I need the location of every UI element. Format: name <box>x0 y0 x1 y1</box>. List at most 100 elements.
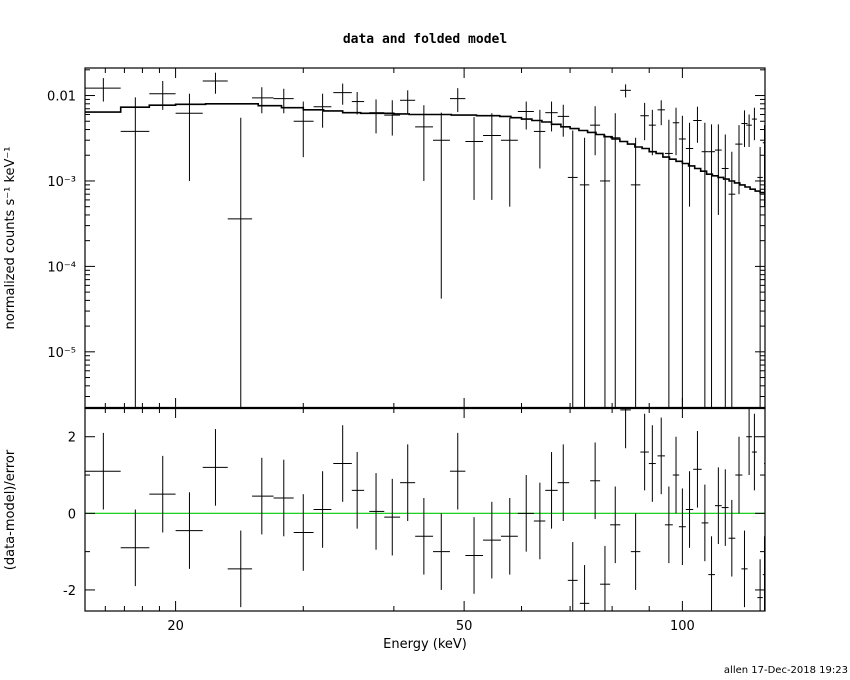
data-point <box>678 488 686 566</box>
y-tick-label: 10⁻⁵ <box>47 346 76 361</box>
data-point <box>685 471 694 548</box>
data-point <box>735 436 743 514</box>
data-point <box>672 436 680 514</box>
data-point <box>757 559 763 611</box>
data-point <box>751 413 757 491</box>
data-point <box>685 122 694 207</box>
spectrum-data-points <box>85 72 766 408</box>
residual-y-label: (data-model)/error <box>3 449 18 570</box>
residual-y-ticks: 2 0 -2 <box>63 431 765 599</box>
data-point <box>714 467 722 544</box>
data-point <box>333 425 352 502</box>
x-tick-label: 20 <box>167 619 184 634</box>
data-point <box>735 125 743 195</box>
y-tick-label: 0.01 <box>47 90 76 105</box>
data-point <box>85 78 121 102</box>
data-point <box>120 509 150 587</box>
data-point <box>708 536 715 611</box>
y-tick-label: 2 <box>68 431 76 446</box>
data-point <box>313 93 332 128</box>
data-point <box>351 91 365 115</box>
data-point <box>746 408 752 476</box>
data-point <box>721 469 729 546</box>
data-point <box>557 444 570 521</box>
data-point <box>517 101 534 130</box>
residual-frame <box>84 407 766 612</box>
data-point <box>400 90 416 114</box>
data-point <box>648 109 656 156</box>
data-point <box>369 99 385 134</box>
data-point <box>610 486 621 564</box>
data-point <box>610 113 621 408</box>
data-point <box>384 478 401 556</box>
residual-panel: 2 0 -2 (data-model)/error <box>3 406 766 612</box>
data-point <box>545 452 558 529</box>
data-point <box>175 492 203 569</box>
y-tick-label: -2 <box>63 584 76 599</box>
data-point <box>449 432 466 510</box>
data-point <box>693 106 702 143</box>
data-point <box>483 113 501 200</box>
data-point <box>630 513 641 590</box>
data-point <box>664 119 673 408</box>
data-point <box>433 112 450 299</box>
data-point <box>533 482 546 560</box>
data-point <box>333 83 352 105</box>
data-point <box>630 137 641 408</box>
data-point <box>500 498 518 575</box>
data-point <box>85 432 121 510</box>
data-point <box>714 124 722 215</box>
folded-model-step <box>85 103 765 194</box>
chart-title: data and folded model <box>343 32 507 47</box>
residual-x-ticks <box>104 408 683 611</box>
data-point <box>678 115 686 408</box>
data-point <box>701 484 709 562</box>
data-point <box>664 486 673 564</box>
residual-data-points <box>85 408 766 611</box>
data-point <box>293 494 314 571</box>
data-point <box>252 87 274 114</box>
data-point <box>640 413 649 491</box>
data-point <box>728 151 736 408</box>
data-point <box>227 117 253 408</box>
data-point <box>120 97 150 408</box>
x-tick-labels: 20 50 100 <box>167 619 694 634</box>
data-point <box>672 107 680 156</box>
data-point <box>545 101 558 132</box>
data-point <box>728 499 736 577</box>
spectrum-x-ticks <box>104 68 683 408</box>
data-point <box>648 425 656 502</box>
data-point <box>465 517 484 594</box>
data-point <box>149 455 176 533</box>
spectrum-y-ticks: 0.01 10⁻³ 10⁻⁴ 10⁻⁵ <box>47 69 765 397</box>
data-point <box>400 444 416 521</box>
x-tick-label: 50 <box>456 619 473 634</box>
spectrum-y-label: normalized counts s⁻¹ keV⁻¹ <box>3 147 18 330</box>
data-point <box>202 429 228 506</box>
data-point <box>500 117 518 207</box>
data-point <box>590 442 601 520</box>
data-point <box>415 498 434 575</box>
data-point <box>517 475 534 552</box>
data-point <box>640 102 649 141</box>
data-point <box>701 122 709 408</box>
data-point <box>465 117 484 200</box>
data-point <box>620 84 631 98</box>
x-axis-label: Energy (keV) <box>383 637 467 652</box>
data-point <box>741 110 748 147</box>
data-point <box>751 107 757 141</box>
data-point <box>273 459 294 537</box>
data-point <box>579 137 590 408</box>
data-point <box>227 530 253 608</box>
data-point <box>175 93 203 181</box>
data-point <box>708 124 715 408</box>
y-tick-label: 10⁻³ <box>47 175 76 190</box>
data-point <box>746 114 752 147</box>
data-point <box>415 105 434 181</box>
data-point <box>369 473 385 550</box>
y-tick-label: 0 <box>68 507 76 522</box>
spectrum-panel: 0.01 10⁻³ 10⁻⁴ 10⁻⁵ normalized counts s⁻¹ k… <box>3 67 766 409</box>
data-point <box>693 430 702 508</box>
data-point <box>252 457 274 535</box>
